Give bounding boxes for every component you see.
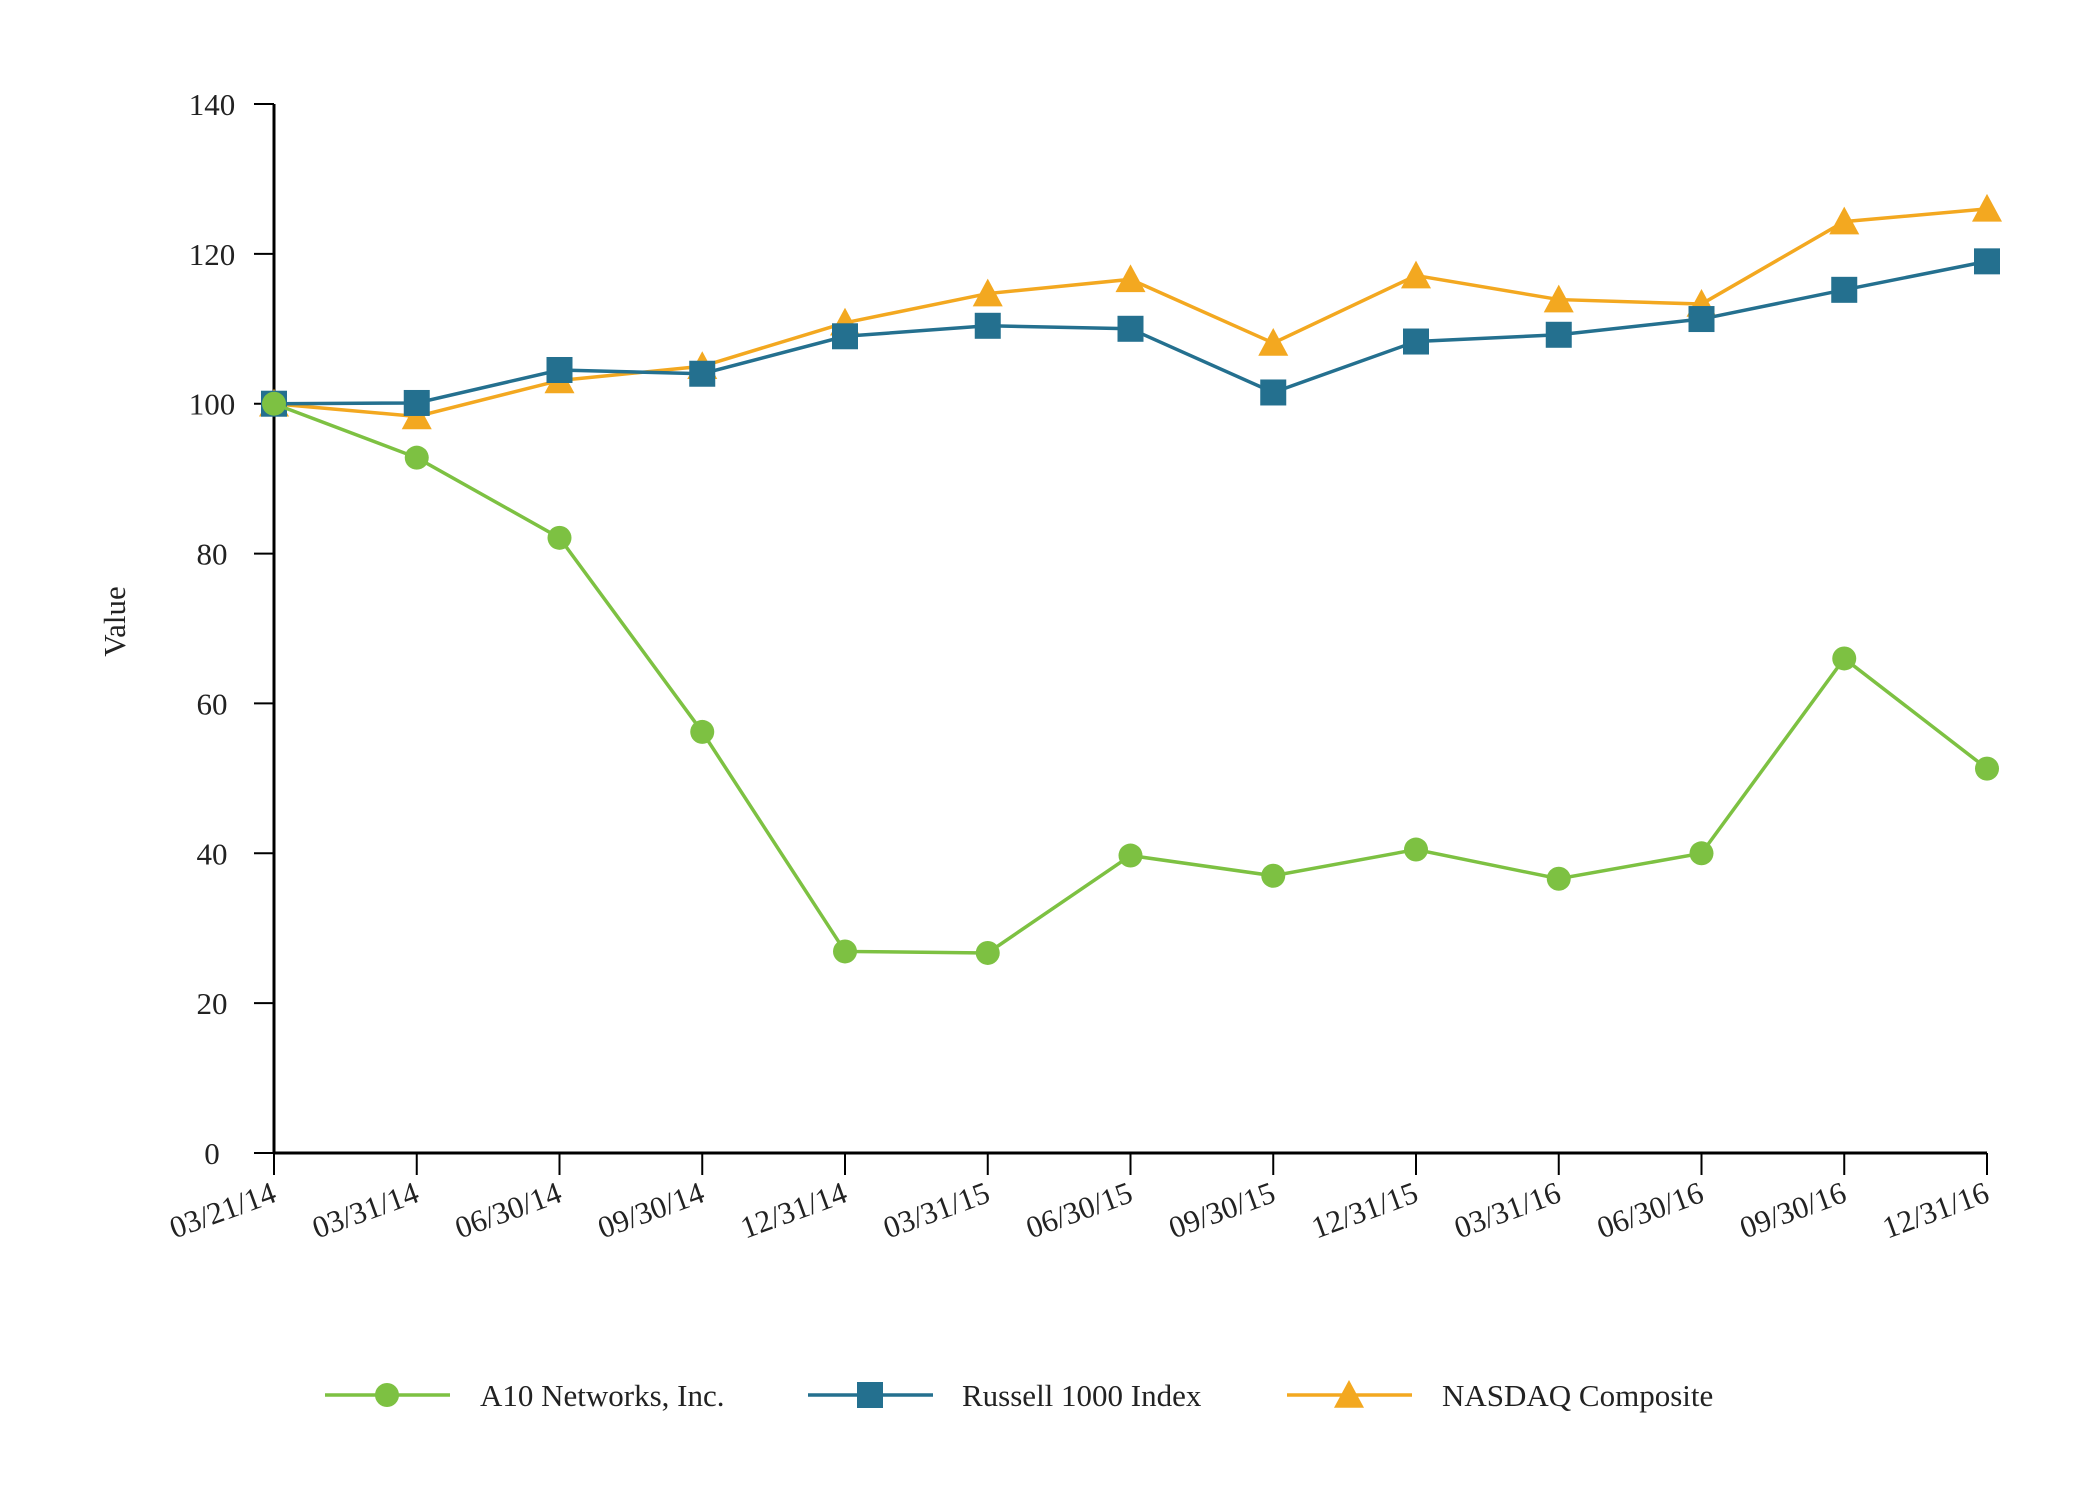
data-point	[546, 356, 573, 383]
data-point	[262, 391, 286, 416]
y-tick-label: 80	[197, 537, 228, 572]
legend-marker-icon	[1334, 1380, 1364, 1408]
data-point	[1401, 260, 1431, 289]
data-point	[547, 525, 572, 550]
data-point	[1117, 315, 1144, 342]
data-point	[1543, 284, 1574, 313]
data-point	[1832, 646, 1857, 671]
data-point	[1545, 321, 1572, 348]
legend-marker-icon	[857, 1382, 883, 1408]
series-line	[273, 402, 1989, 955]
y-tick-label: 100	[189, 387, 236, 422]
y-tick-label: 0	[204, 1136, 220, 1171]
data-point	[1688, 306, 1715, 333]
x-tick-label: 06/30/15	[1021, 1175, 1137, 1246]
x-tick-label: 09/30/15	[1164, 1175, 1280, 1246]
y-axis-title: Value	[97, 586, 132, 657]
data-point	[833, 939, 857, 964]
data-point	[689, 360, 716, 387]
data-point	[1546, 866, 1571, 891]
x-tick-label: 03/31/14	[308, 1175, 424, 1246]
series-russell-1000-index	[261, 248, 2000, 417]
y-tick-label: 40	[197, 836, 228, 871]
x-tick-label: 03/21/14	[165, 1175, 281, 1246]
data-point	[1118, 843, 1143, 868]
data-point	[690, 719, 715, 744]
legend-entry: A10 Networks, Inc.	[325, 1378, 725, 1413]
data-point	[1115, 264, 1146, 293]
data-point	[1261, 863, 1286, 888]
data-point	[1829, 206, 1860, 235]
data-point	[974, 312, 1001, 339]
data-point	[1404, 837, 1428, 862]
data-point	[1689, 841, 1714, 866]
y-axis-ticks: 0 20 40 60 80 100 120 140	[189, 87, 274, 1171]
data-point	[1975, 756, 1999, 781]
data-point	[1260, 379, 1287, 406]
x-tick-label: 03/31/15	[879, 1175, 995, 1246]
data-point	[1258, 328, 1289, 356]
data-point	[403, 389, 430, 416]
data-point	[972, 278, 1003, 307]
legend-marker-icon	[375, 1383, 399, 1407]
data-point	[1403, 328, 1429, 355]
data-point	[975, 940, 1000, 965]
data-point	[1831, 276, 1858, 303]
legend-label: A10 Networks, Inc.	[480, 1378, 725, 1413]
x-tick-label: 06/30/16	[1592, 1175, 1708, 1246]
data-point	[404, 445, 429, 470]
legend: A10 Networks, Inc. Russell 1000 Index NASD…	[325, 1378, 1713, 1413]
x-tick-label: 06/30/14	[450, 1175, 566, 1246]
data-point	[1972, 193, 2002, 222]
x-tick-label: 12/31/15	[1307, 1175, 1423, 1246]
x-tick-label: 12/31/16	[1878, 1175, 1994, 1246]
y-tick-label: 20	[197, 986, 228, 1021]
x-tick-label: 09/30/14	[593, 1175, 709, 1246]
series-layer	[259, 193, 2002, 965]
x-axis-ticks: 03/21/14 03/31/14 06/30/14 09/30/14 12/31/14…	[165, 1153, 1994, 1246]
data-point	[832, 323, 858, 350]
legend-entry: NASDAQ Composite	[1287, 1378, 1713, 1413]
x-tick-label: 12/31/14	[736, 1175, 852, 1246]
series-a10-networks-inc-	[262, 391, 1999, 965]
legend-label: NASDAQ Composite	[1442, 1378, 1713, 1413]
x-tick-label: 09/30/16	[1735, 1175, 1851, 1246]
y-tick-label: 140	[189, 87, 236, 122]
data-point	[1974, 248, 2000, 275]
y-tick-label: 60	[197, 686, 228, 721]
legend-label: Russell 1000 Index	[962, 1378, 1202, 1413]
legend-entry: Russell 1000 Index	[808, 1378, 1202, 1413]
y-tick-label: 120	[189, 237, 236, 272]
x-tick-label: 03/31/16	[1450, 1175, 1566, 1246]
